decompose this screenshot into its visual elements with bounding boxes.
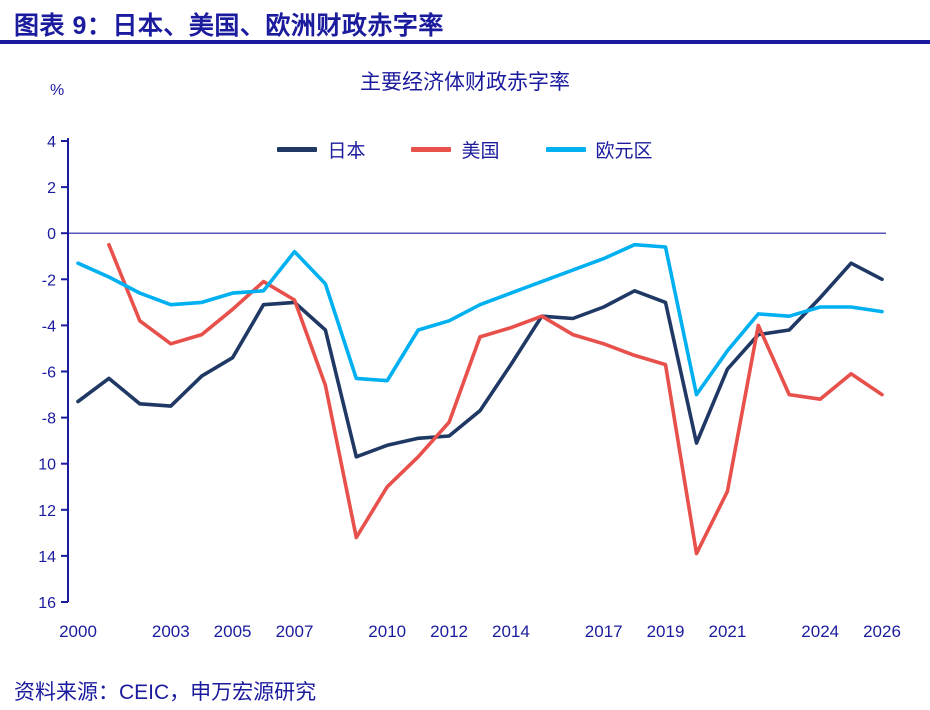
- y-tick-label: 2: [47, 180, 56, 197]
- y-tick-label: 4: [47, 134, 56, 151]
- legend: 日本 美国 欧元区: [0, 136, 930, 163]
- legend-swatch-euro: [545, 147, 586, 152]
- source-note: 资料来源：CEIC，申万宏源研究: [14, 681, 317, 704]
- legend-item-japan: 日本: [277, 136, 365, 163]
- y-tick-label: 14: [38, 549, 56, 566]
- x-tick-label: 2019: [647, 622, 685, 641]
- series-line-us: [107, 242, 884, 556]
- y-tick-label: -4: [42, 318, 56, 335]
- legend-swatch-japan: [277, 147, 318, 152]
- x-tick-label: 2021: [708, 622, 746, 641]
- y-tick-label: -8: [42, 411, 56, 428]
- legend-item-us: 美国: [411, 136, 500, 163]
- x-tick-label: 2026: [863, 622, 901, 641]
- x-tick-label: 2024: [801, 622, 839, 641]
- x-tick-label: 2017: [585, 622, 623, 641]
- chart-title: 主要经济体财政赤字率: [360, 71, 570, 94]
- y-tick-label: 12: [38, 503, 56, 520]
- legend-swatch-us: [411, 147, 452, 152]
- x-tick-label: 2012: [430, 622, 468, 641]
- x-tick-label: 2000: [59, 622, 97, 641]
- series-line-japan: [76, 261, 884, 459]
- x-tick-label: 2005: [214, 622, 252, 641]
- x-tick-label: 2003: [152, 622, 190, 641]
- x-tick-label: 2010: [368, 622, 406, 641]
- y-tick-label: 10: [38, 457, 56, 474]
- legend-label-us: 美国: [461, 141, 500, 162]
- y-tick-label: -6: [42, 365, 56, 382]
- series-line-euro: [76, 242, 884, 397]
- y-axis-unit-label: %: [50, 82, 65, 99]
- x-tick-label: 2007: [276, 622, 314, 641]
- x-tick-label: 2014: [492, 622, 530, 641]
- header-rule: [0, 40, 930, 44]
- y-tick-label: 0: [47, 226, 56, 243]
- y-tick-label: 16: [38, 595, 56, 612]
- legend-label-euro: 欧元区: [595, 141, 653, 162]
- legend-label-japan: 日本: [327, 141, 366, 162]
- y-tick-label: -2: [42, 272, 56, 289]
- figure-title: 图表 9：日本、美国、欧洲财政赤字率: [14, 12, 444, 40]
- legend-item-euro: 欧元区: [545, 136, 653, 163]
